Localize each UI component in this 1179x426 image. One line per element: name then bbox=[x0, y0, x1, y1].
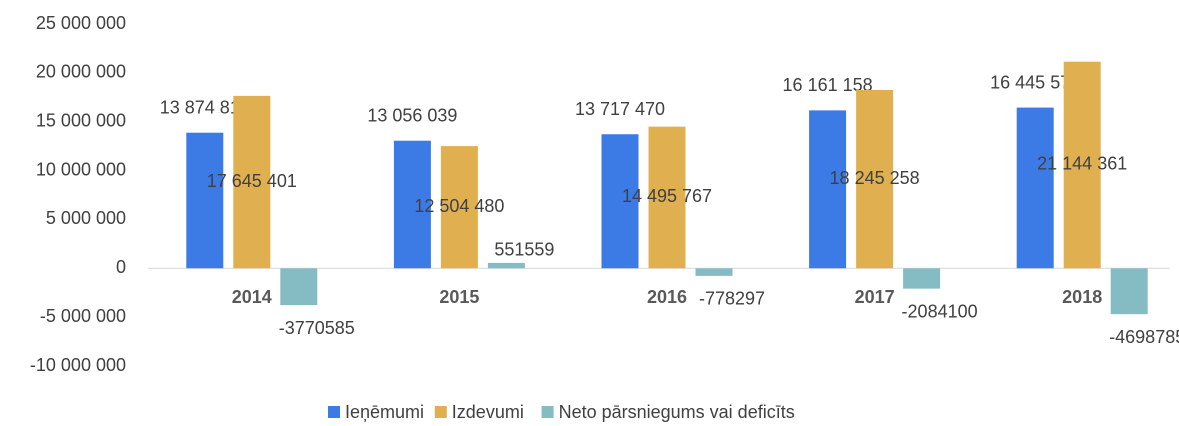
legend-label: Izdevumi bbox=[452, 402, 524, 422]
legend-label: Ieņēmumi bbox=[345, 402, 424, 422]
data-label: -2084100 bbox=[902, 301, 978, 321]
bar bbox=[440, 146, 478, 269]
x-tick-label: 2015 bbox=[439, 287, 479, 307]
data-label: -4698785 bbox=[1109, 327, 1179, 347]
data-label: 18 245 258 bbox=[830, 168, 920, 188]
y-tick-label: 5 000 000 bbox=[46, 208, 126, 228]
data-label: 13 874 816 bbox=[160, 97, 250, 117]
bar bbox=[393, 140, 431, 269]
data-label: 21 144 361 bbox=[1037, 154, 1127, 174]
bar bbox=[487, 262, 525, 269]
bar bbox=[186, 132, 224, 269]
x-tick-label: 2018 bbox=[1062, 287, 1102, 307]
x-tick-label: 2017 bbox=[855, 287, 895, 307]
x-tick-label: 2014 bbox=[232, 287, 272, 307]
legend-label: Neto pārsniegums vai deficīts bbox=[559, 402, 795, 422]
y-tick-label: 25 000 000 bbox=[36, 13, 126, 33]
data-label: 13 717 470 bbox=[575, 99, 665, 119]
data-label: 17 645 401 bbox=[207, 171, 297, 191]
bar bbox=[1063, 61, 1101, 269]
data-label: 16 161 158 bbox=[783, 75, 873, 95]
bar bbox=[280, 268, 318, 306]
bar bbox=[809, 110, 847, 269]
bar bbox=[695, 268, 733, 276]
bar bbox=[601, 134, 639, 269]
data-label: 16 445 576 bbox=[990, 72, 1080, 92]
y-tick-label: 10 000 000 bbox=[36, 159, 126, 179]
data-label: 14 495 767 bbox=[622, 186, 712, 206]
data-label: 12 504 480 bbox=[414, 196, 504, 216]
x-tick-label: 2016 bbox=[647, 287, 687, 307]
data-label: -3770585 bbox=[279, 318, 355, 338]
y-tick-label: 15 000 000 bbox=[36, 110, 126, 130]
y-tick-label: -5 000 000 bbox=[40, 306, 126, 326]
bar bbox=[1110, 268, 1148, 315]
legend-swatch bbox=[328, 406, 340, 418]
legend-swatch bbox=[541, 406, 554, 418]
bar bbox=[856, 90, 894, 269]
bar bbox=[903, 268, 941, 289]
bar bbox=[233, 95, 271, 269]
data-label: 551559 bbox=[494, 240, 554, 260]
bar bbox=[1016, 107, 1054, 269]
data-label: 13 056 039 bbox=[367, 105, 457, 125]
y-tick-label: 0 bbox=[116, 257, 126, 277]
bar bbox=[648, 126, 686, 269]
y-tick-label: -10 000 000 bbox=[30, 355, 126, 375]
legend-swatch bbox=[434, 406, 447, 418]
data-label: -778297 bbox=[699, 289, 765, 309]
y-tick-label: 20 000 000 bbox=[36, 62, 126, 82]
